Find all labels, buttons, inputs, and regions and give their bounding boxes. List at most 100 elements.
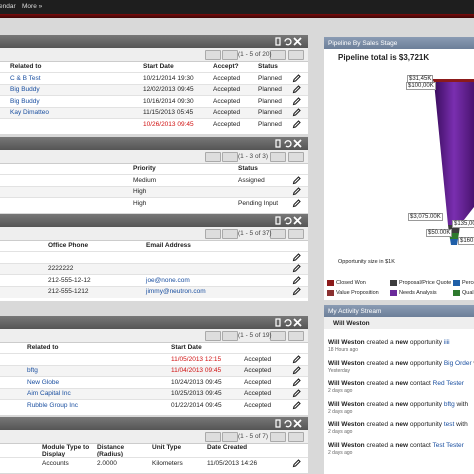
page-button[interactable] xyxy=(222,229,238,239)
edit-icon[interactable] xyxy=(292,198,301,208)
page-button[interactable] xyxy=(205,152,221,162)
dashlet-actions[interactable] xyxy=(274,216,304,225)
column-header: Office Phone xyxy=(48,242,89,249)
activity-new: new xyxy=(395,339,409,346)
edit-icon[interactable] xyxy=(292,354,301,364)
nav-bar xyxy=(0,0,474,14)
edit-icon[interactable] xyxy=(292,275,301,285)
page-button[interactable] xyxy=(205,432,221,442)
table-cell: Accepted xyxy=(213,97,241,105)
dashlet: (1 - 5 of 20) Related to Start Date Accept?… xyxy=(0,35,308,134)
edit-icon[interactable] xyxy=(292,458,301,468)
edit-icon[interactable] xyxy=(292,401,301,410)
column-header: Status xyxy=(258,63,278,70)
activity-user-tab[interactable]: Will Weston xyxy=(333,320,370,327)
page-button[interactable] xyxy=(205,331,221,341)
activity-dashlet: My Activity Stream Will Weston Will Weston… xyxy=(324,305,474,474)
dashlet: (1 - 5 of 37) Office Phone Email Address 22… xyxy=(0,214,308,302)
activity-link[interactable]: Test Tester xyxy=(432,441,464,449)
table-cell[interactable]: Big Buddy xyxy=(10,86,40,94)
edit-icon[interactable] xyxy=(292,85,301,94)
nav-item[interactable]: More » xyxy=(22,3,43,10)
page-button[interactable] xyxy=(270,50,286,60)
page-button[interactable] xyxy=(270,432,286,442)
page-button[interactable] xyxy=(222,50,238,60)
page-button[interactable] xyxy=(222,432,238,442)
funnel-chart[interactable] xyxy=(324,67,474,267)
legend-label: Proposal/Price Quote xyxy=(399,280,452,286)
pagination-text: (1 - 3 of 3) xyxy=(238,153,268,160)
table-cell: Planned xyxy=(258,97,282,105)
activity-link[interactable]: Red Tester xyxy=(432,380,464,387)
dashlet: (1 - 3 of 3) Priority Status Medium Assigned… xyxy=(0,137,308,213)
activity-link[interactable]: Big Order xyxy=(443,359,472,367)
page-button[interactable] xyxy=(205,50,221,60)
page-button[interactable] xyxy=(288,152,304,162)
page-button[interactable] xyxy=(222,152,238,162)
page-button[interactable] xyxy=(270,331,286,341)
legend-swatch xyxy=(453,280,460,286)
dashlet: (1 - 5 of 7) Module Type to Display Distan… xyxy=(0,417,308,473)
page-button[interactable] xyxy=(222,331,238,341)
table-cell[interactable]: Rubble Group Inc xyxy=(27,401,78,409)
column-header: Status xyxy=(238,165,258,172)
activity-new: new xyxy=(395,400,409,408)
activity-new: new xyxy=(395,380,409,387)
activity-link[interactable]: test xyxy=(443,421,455,428)
activity-user: Will Weston xyxy=(328,441,365,449)
activity-object: opportunity xyxy=(409,339,443,346)
table-cell: 10/25/2013 09:45 xyxy=(171,390,222,398)
table-cell[interactable]: C & B Test xyxy=(10,74,41,82)
activity-link[interactable]: iiii xyxy=(443,339,450,346)
edit-icon[interactable] xyxy=(292,366,301,375)
edit-icon[interactable] xyxy=(292,252,301,262)
edit-icon[interactable] xyxy=(292,120,301,129)
table-cell[interactable]: Aim Capital Inc xyxy=(27,390,71,398)
page-button[interactable] xyxy=(288,50,304,60)
table-cell[interactable]: joe@none.com xyxy=(146,276,190,284)
page-button[interactable] xyxy=(288,331,304,341)
edit-icon[interactable] xyxy=(292,389,301,398)
edit-icon[interactable] xyxy=(292,287,301,296)
table-cell[interactable]: Big Buddy xyxy=(10,97,40,105)
activity-new: new xyxy=(395,441,409,449)
table-cell: Medium xyxy=(133,176,157,184)
column-header: Related to xyxy=(27,344,59,351)
page-button[interactable] xyxy=(288,432,304,442)
page-button[interactable] xyxy=(205,229,221,239)
table-cell[interactable]: jimmy@neutron.com xyxy=(146,288,206,296)
table-cell[interactable]: New Globe xyxy=(27,378,60,386)
nav-item[interactable]: endar xyxy=(0,3,16,10)
dashlet-actions[interactable] xyxy=(274,318,304,327)
activity-link[interactable]: bftg xyxy=(443,400,455,408)
page-button[interactable] xyxy=(270,152,286,162)
page-button[interactable] xyxy=(270,229,286,239)
edit-icon[interactable] xyxy=(292,73,301,83)
edit-icon[interactable] xyxy=(292,108,301,117)
edit-icon[interactable] xyxy=(292,377,301,387)
pagination-bar: (1 - 5 of 19) xyxy=(0,329,308,343)
table-row xyxy=(0,197,308,210)
column-header: Email Address xyxy=(146,242,191,249)
legend-swatch xyxy=(327,280,334,286)
edit-icon[interactable] xyxy=(292,264,301,273)
activity-user: Will Weston xyxy=(328,339,365,346)
table-row xyxy=(0,457,308,470)
dashlet-actions[interactable] xyxy=(274,419,304,428)
table-cell: High xyxy=(133,199,147,207)
dashlet-actions[interactable] xyxy=(274,139,304,148)
funnel-value-label: $160,0 xyxy=(458,237,474,245)
table-cell[interactable]: Kay Dimatteo xyxy=(10,109,50,117)
table-row xyxy=(0,285,308,299)
edit-icon[interactable] xyxy=(292,187,301,196)
activity-entry: Will Weston created a new opportunity bf… xyxy=(328,401,468,408)
edit-icon[interactable] xyxy=(292,96,301,106)
table-row xyxy=(0,83,308,97)
edit-icon[interactable] xyxy=(292,175,301,185)
dashlet-actions[interactable] xyxy=(274,37,304,46)
column-header: Priority xyxy=(133,165,156,172)
activity-time: 2 days ago xyxy=(328,408,353,415)
table-cell[interactable]: bftg xyxy=(27,367,38,375)
page-button[interactable] xyxy=(288,229,304,239)
